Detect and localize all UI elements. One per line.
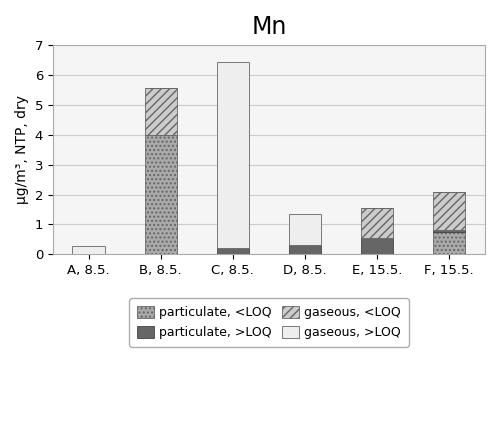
- Legend: particulate, <LOQ, particulate, >LOQ, gaseous, <LOQ, gaseous, >LOQ: particulate, <LOQ, particulate, >LOQ, ga…: [129, 298, 408, 347]
- Bar: [144, 89, 177, 135]
- Title: Mn: Mn: [251, 15, 286, 39]
- Bar: [288, 245, 321, 254]
- Bar: [288, 214, 321, 245]
- Bar: [216, 248, 249, 254]
- Bar: [216, 62, 249, 248]
- Bar: [433, 230, 466, 232]
- Bar: [433, 232, 466, 254]
- Y-axis label: μg/m³, NTP, dry: μg/m³, NTP, dry: [15, 95, 29, 204]
- Bar: [361, 208, 394, 238]
- Bar: [144, 135, 177, 254]
- Bar: [433, 191, 466, 230]
- Bar: [361, 238, 394, 254]
- Bar: [72, 246, 105, 254]
